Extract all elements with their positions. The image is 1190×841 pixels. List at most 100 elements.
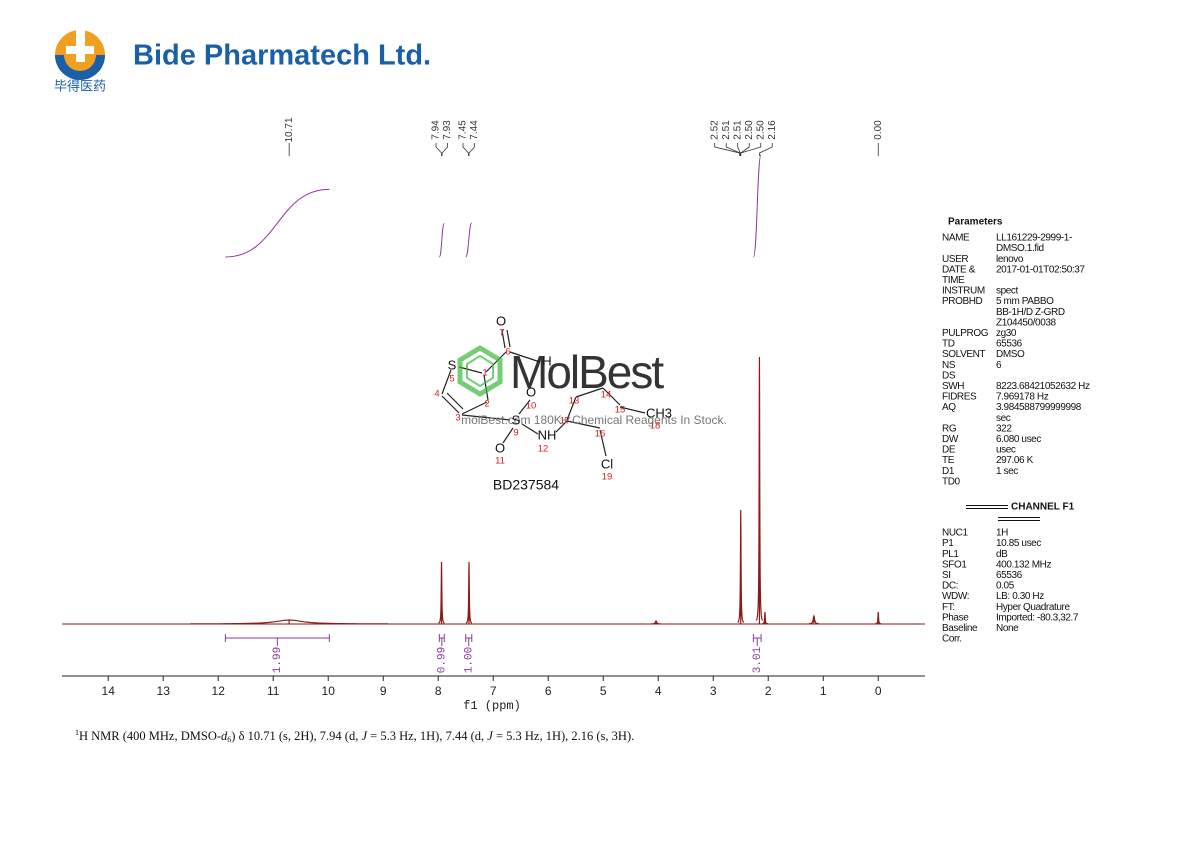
atom-number: 5: [449, 374, 454, 385]
x-tick-label: 1: [820, 684, 827, 698]
atom-number: 1: [482, 368, 487, 379]
peak: [737, 509, 745, 624]
param-key: TD0: [942, 476, 961, 487]
param-key: DS: [942, 370, 956, 381]
peak-label-leader: [441, 143, 448, 156]
atom-number: 12: [538, 444, 549, 455]
integral-bracket: [752, 634, 762, 646]
param-key: Baseline: [942, 623, 978, 634]
param-key: NS: [942, 360, 956, 371]
integral-curve: [438, 222, 445, 258]
peak: [465, 561, 473, 624]
x-tick-label: 14: [102, 684, 116, 698]
x-tick-label: 0: [875, 684, 882, 698]
compound-id: BD237584: [493, 477, 559, 493]
peak-label: 2.50: [744, 120, 755, 140]
param-value: Z104450/0038: [996, 317, 1057, 328]
param-value: None: [996, 623, 1019, 634]
rule: [966, 505, 1040, 521]
param-value: 8223.68421052632 Hz: [996, 381, 1090, 392]
param-value: 10.85 usec: [996, 538, 1041, 549]
atom-label: Cl: [601, 456, 613, 471]
param-key: SWH: [942, 381, 964, 392]
integral-label: 0.99: [437, 647, 449, 673]
param-key: SI: [942, 570, 951, 581]
param-key: PULPROG: [942, 328, 989, 339]
param-key: DATE &: [942, 264, 976, 275]
peak-label: 2.50: [755, 120, 766, 140]
integral-label: 3.01: [752, 646, 764, 673]
param-key: Corr.: [942, 634, 962, 645]
param-key: RG: [942, 423, 957, 434]
parameters: Parameters NAME LL161229-2999-1-DMSO.1.fid…: [942, 217, 1090, 645]
parameters-title: Parameters: [948, 217, 1003, 228]
param-value: 5 mm PABBO: [996, 296, 1054, 307]
peak-label: 10.71: [284, 117, 295, 142]
watermark-tagline: molBest.com 180K+ Chemical Reagents In S…: [461, 413, 727, 427]
x-axis-label: f1 (ppm): [463, 699, 521, 713]
param-value: Hyper Quadrature: [996, 602, 1070, 613]
atom-number: 4: [434, 389, 439, 400]
peak: [438, 561, 445, 624]
param-value: 65536: [996, 570, 1023, 581]
footnote-part: 6: [227, 735, 231, 744]
param-key: FIDRES: [942, 392, 977, 403]
param-key: DC:: [942, 581, 958, 592]
footnote-part: ) δ 10.71 (s, 2H), 7.94 (d,: [231, 729, 361, 743]
param-key: TIME: [942, 275, 965, 286]
peak-label: 7.93: [442, 120, 453, 140]
x-tick-label: 10: [322, 684, 336, 698]
footnote-part: = 5.3 Hz, 1H), 2.16 (s, 3H).: [493, 729, 634, 743]
param-value: LL161229-2999-1-: [996, 233, 1072, 244]
integral-label: 1.99: [272, 647, 284, 673]
x-tick-label: 9: [380, 684, 387, 698]
atom-label: S: [448, 357, 457, 372]
param-key: TD: [942, 339, 955, 350]
atom-number: 10: [526, 401, 537, 412]
peak-label: 2.52: [709, 120, 720, 140]
peak: [808, 614, 819, 625]
peak-label: 7.44: [469, 120, 480, 140]
x-tick-label: 3: [710, 684, 717, 698]
atom-number: 2: [484, 399, 489, 410]
atom-number: 19: [602, 472, 613, 483]
x-tick-label: 7: [490, 684, 497, 698]
atom-number: 13: [569, 396, 580, 407]
param-key: PL1: [942, 549, 959, 560]
param-key: DE: [942, 445, 956, 456]
param-key: SFO1: [942, 559, 967, 570]
footnote-part: 1: [75, 728, 79, 737]
param-value: DMSO: [996, 349, 1025, 360]
atom-number: 17: [560, 416, 571, 427]
param-key: P1: [942, 538, 954, 549]
peak: [761, 611, 769, 625]
param-value: 7.969178 Hz: [996, 392, 1049, 403]
channel-title: CHANNEL F1: [1011, 502, 1075, 513]
structure-bonds: [441, 329, 646, 457]
company-name: Bide Pharmatech Ltd.: [133, 40, 431, 72]
param-value: 6.080 usec: [996, 434, 1041, 445]
x-tick-label: 8: [435, 684, 442, 698]
peak: [190, 619, 389, 625]
integral-curve: [465, 222, 473, 258]
atom-label: O: [496, 313, 506, 328]
param-key: AQ: [942, 402, 956, 413]
param-key: INSTRUM: [942, 286, 985, 297]
peak-label: 7.94: [431, 120, 442, 140]
peak-label-leader: [737, 143, 741, 156]
param-key: Phase: [942, 612, 969, 623]
atom-number: 16: [595, 429, 606, 440]
param-value: usec: [996, 445, 1016, 456]
x-tick-label: 12: [212, 684, 226, 698]
watermark-brand: MolBest: [510, 346, 664, 398]
param-key: D1: [942, 466, 955, 477]
footnote-part: d: [221, 729, 228, 743]
logo: [55, 22, 105, 80]
peak-label: 7.45: [458, 120, 469, 140]
integral-curve: [225, 188, 330, 258]
param-value: 297.06 K: [996, 455, 1034, 466]
peak-label-leader: [740, 143, 750, 156]
footnote-part: J: [487, 729, 494, 743]
atom-label: H: [542, 353, 551, 368]
